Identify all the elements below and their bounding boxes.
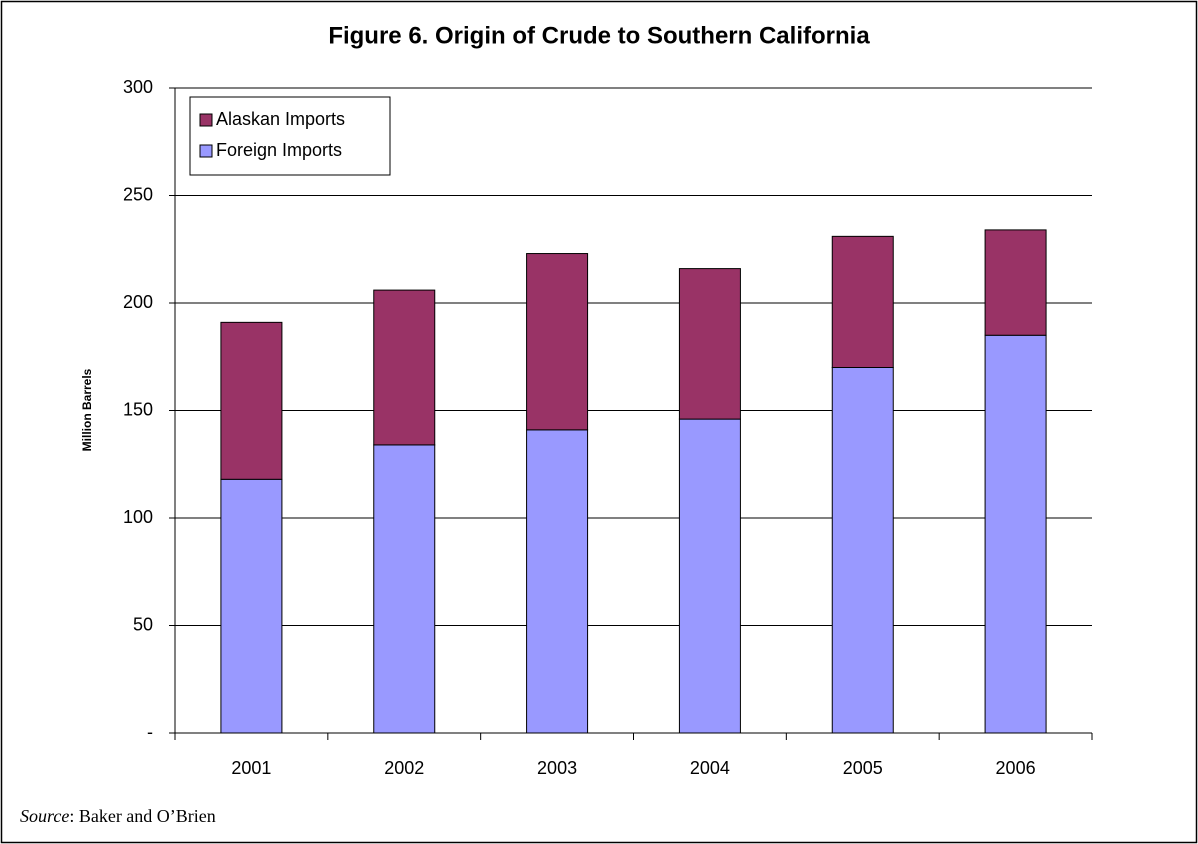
- bar-segment: [831, 235, 894, 368]
- bar-segment: [220, 321, 283, 480]
- legend-label: Alaskan Imports: [216, 109, 345, 129]
- source-label: Source: [20, 806, 69, 826]
- bar-segment: [678, 268, 741, 420]
- bar-segment: [526, 429, 589, 734]
- y-axis-label: Million Barrels: [80, 368, 94, 451]
- legend-label: Foreign Imports: [216, 140, 342, 160]
- x-tick-label: 2001: [231, 758, 271, 778]
- source: Source: Baker and O’Brien: [20, 806, 216, 826]
- y-tick-label: 250: [123, 184, 153, 204]
- bar-segment: [220, 478, 283, 734]
- bar-segment: [831, 367, 894, 734]
- bar-segment: [984, 334, 1047, 734]
- legend-swatch: [199, 113, 213, 127]
- y-tick-label: 200: [123, 292, 153, 312]
- source-text: : Baker and O’Brien: [69, 806, 215, 826]
- bar-segment: [984, 229, 1047, 336]
- x-tick-label: 2002: [384, 758, 424, 778]
- bar-segment: [373, 444, 436, 734]
- legend-swatch: [199, 144, 213, 158]
- y-tick-label: 100: [123, 507, 153, 527]
- bar-segment: [678, 418, 741, 734]
- x-tick-label: 2003: [537, 758, 577, 778]
- chart-title: Figure 6. Origin of Crude to Southern Ca…: [328, 22, 870, 49]
- x-tick-label: 2005: [843, 758, 883, 778]
- x-tick-label: 2004: [690, 758, 730, 778]
- legend-box: [189, 96, 391, 176]
- bar-segment: [526, 253, 589, 431]
- y-tick-label: 50: [133, 614, 153, 634]
- y-tick-label: -: [147, 722, 153, 742]
- x-tick-label: 2006: [996, 758, 1036, 778]
- y-tick-label: 150: [123, 399, 153, 419]
- bar-segment: [373, 289, 436, 446]
- y-tick-label: 300: [123, 77, 153, 97]
